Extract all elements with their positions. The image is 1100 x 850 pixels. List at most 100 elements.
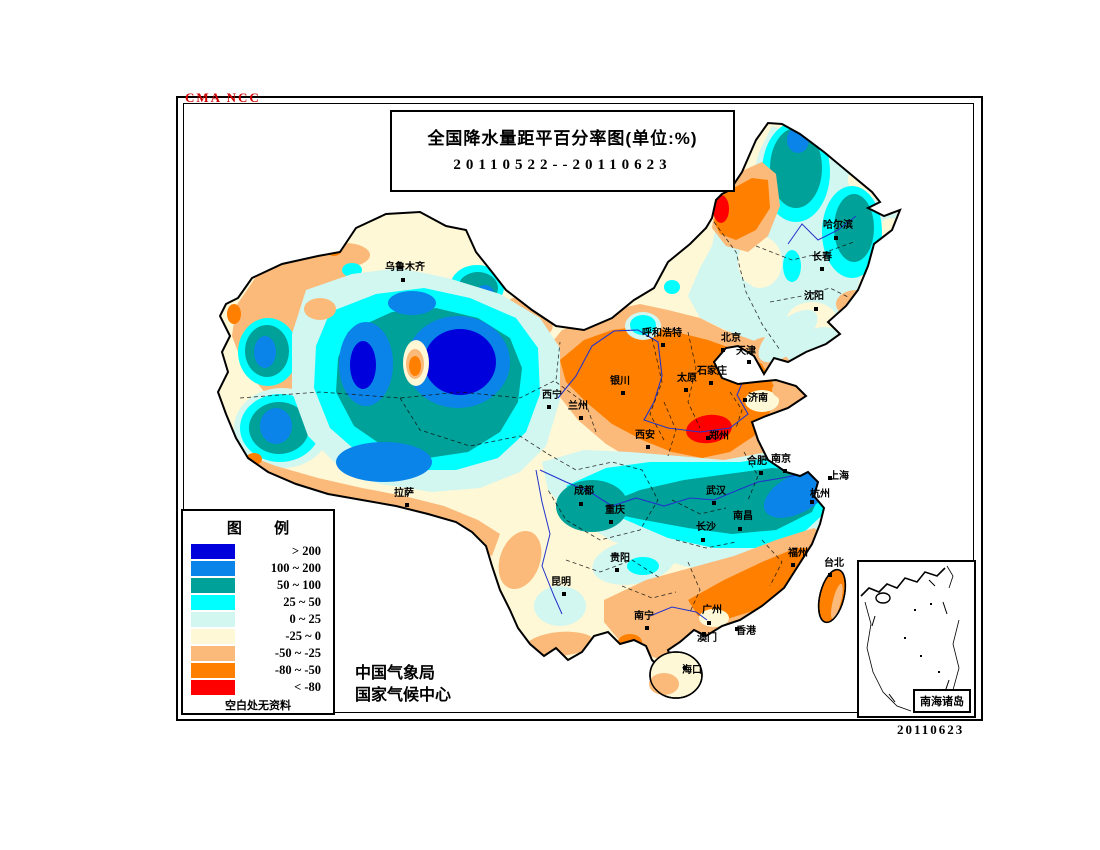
legend-box: 图 例 > 200 100 ~ 200 50 ~ 100 25 ~ 50 0 ~ 25 -… — [181, 509, 335, 715]
province-borders — [239, 221, 855, 613]
city-label: 南昌 — [733, 511, 753, 522]
city-marker — [706, 436, 710, 440]
city-marker — [562, 592, 566, 596]
city-label: 长春 — [812, 252, 832, 263]
credits-line2: 国家气候中心 — [355, 687, 452, 704]
city-marker — [661, 343, 665, 347]
legend-label: -25 ~ 0 — [285, 629, 321, 643]
city-label: 西宁 — [542, 390, 562, 401]
legend-row: 50 ~ 100 — [183, 577, 333, 594]
city-label: 拉萨 — [394, 488, 414, 499]
city-label: 合肥 — [747, 456, 767, 467]
city-label: 呼和浩特 — [642, 328, 682, 339]
legend-row: -50 ~ -25 — [183, 645, 333, 662]
legend-no-data-note: 空白处无资料 — [225, 700, 291, 712]
city-label: 哈尔滨 — [823, 220, 853, 231]
city-marker — [834, 236, 838, 240]
map-outer-frame — [176, 96, 983, 721]
city-marker — [702, 632, 706, 636]
legend-swatch — [191, 680, 235, 695]
city-marker — [683, 666, 687, 670]
city-label: 海口 — [682, 665, 702, 676]
city-label: 南宁 — [634, 611, 654, 622]
yangtze-river — [539, 469, 807, 507]
city-marker — [828, 476, 832, 480]
city-marker — [712, 501, 716, 505]
city-marker — [701, 538, 705, 542]
city-marker — [707, 621, 711, 625]
city-marker — [810, 500, 814, 504]
map-inner-frame — [183, 103, 974, 713]
city-label: 上海 — [829, 471, 849, 482]
city-label: 香港 — [736, 626, 756, 637]
map-date-range: 20110522--20110623 — [453, 157, 672, 173]
legend-row: 100 ~ 200 — [183, 560, 333, 577]
legend-label: 25 ~ 50 — [283, 595, 321, 609]
city-label: 天津 — [736, 346, 756, 357]
city-label: 北京 — [721, 333, 741, 344]
legend-label: 100 ~ 200 — [270, 561, 321, 575]
legend-swatch — [191, 629, 235, 644]
city-marker — [579, 502, 583, 506]
legend-swatch — [191, 663, 235, 678]
city-marker — [820, 267, 824, 271]
legend-rows: > 200 100 ~ 200 50 ~ 100 25 ~ 50 0 ~ 25 -25 ~… — [183, 543, 333, 696]
city-marker — [791, 563, 795, 567]
city-marker — [759, 471, 763, 475]
city-marker — [579, 416, 583, 420]
city-marker — [738, 527, 742, 531]
city-label: 澳门 — [697, 633, 717, 644]
city-label: 西安 — [635, 430, 655, 441]
china-outline — [216, 121, 902, 672]
legend-swatch — [191, 612, 235, 627]
city-label: 福州 — [788, 548, 808, 559]
city-label: 重庆 — [605, 505, 625, 516]
city-label: 成都 — [574, 486, 594, 497]
city-label: 银川 — [610, 376, 630, 387]
city-marker — [401, 278, 405, 282]
credits-line1: 中国气象局 — [355, 665, 436, 682]
city-marker — [615, 568, 619, 572]
legend-label: 0 ~ 25 — [289, 612, 321, 626]
legend-row: < -80 — [183, 679, 333, 696]
agency-code: CMA NCC — [185, 90, 261, 105]
legend-row: -25 ~ 0 — [183, 628, 333, 645]
city-label: 郑州 — [709, 431, 729, 442]
city-marker — [814, 307, 818, 311]
legend-row: 0 ~ 25 — [183, 611, 333, 628]
city-label: 昆明 — [551, 577, 571, 588]
legend-label: 50 ~ 100 — [276, 578, 321, 592]
city-marker — [645, 626, 649, 630]
city-marker — [547, 405, 551, 409]
city-marker — [621, 391, 625, 395]
city-marker — [646, 445, 650, 449]
legend-swatch — [191, 595, 235, 610]
map-title: 全国降水量距平百分率图(单位:%) — [427, 129, 698, 148]
south-china-sea-inset: 南海诸岛 — [857, 560, 976, 718]
legend-row: 25 ~ 50 — [183, 594, 333, 611]
city-label: 石家庄 — [697, 366, 727, 377]
songhua-river — [787, 215, 857, 245]
city-label: 长沙 — [696, 522, 716, 533]
city-label: 南京 — [771, 454, 791, 465]
city-marker — [735, 627, 739, 631]
hainan-island — [649, 651, 703, 699]
city-marker — [743, 398, 747, 402]
city-label: 太原 — [677, 373, 697, 384]
city-marker — [721, 348, 725, 352]
legend-swatch — [191, 561, 235, 576]
taiwan-island — [817, 568, 847, 624]
city-marker — [783, 469, 787, 473]
city-label: 台北 — [824, 558, 844, 569]
footer-date: 20110623 — [897, 722, 965, 737]
legend-label: < -80 — [294, 680, 321, 694]
city-marker — [828, 573, 832, 577]
city-label: 乌鲁木齐 — [385, 262, 425, 273]
legend-swatch — [191, 578, 235, 593]
city-marker — [405, 503, 409, 507]
city-label: 济南 — [748, 393, 768, 404]
city-label: 杭州 — [810, 489, 830, 500]
city-label: 贵阳 — [610, 553, 630, 564]
